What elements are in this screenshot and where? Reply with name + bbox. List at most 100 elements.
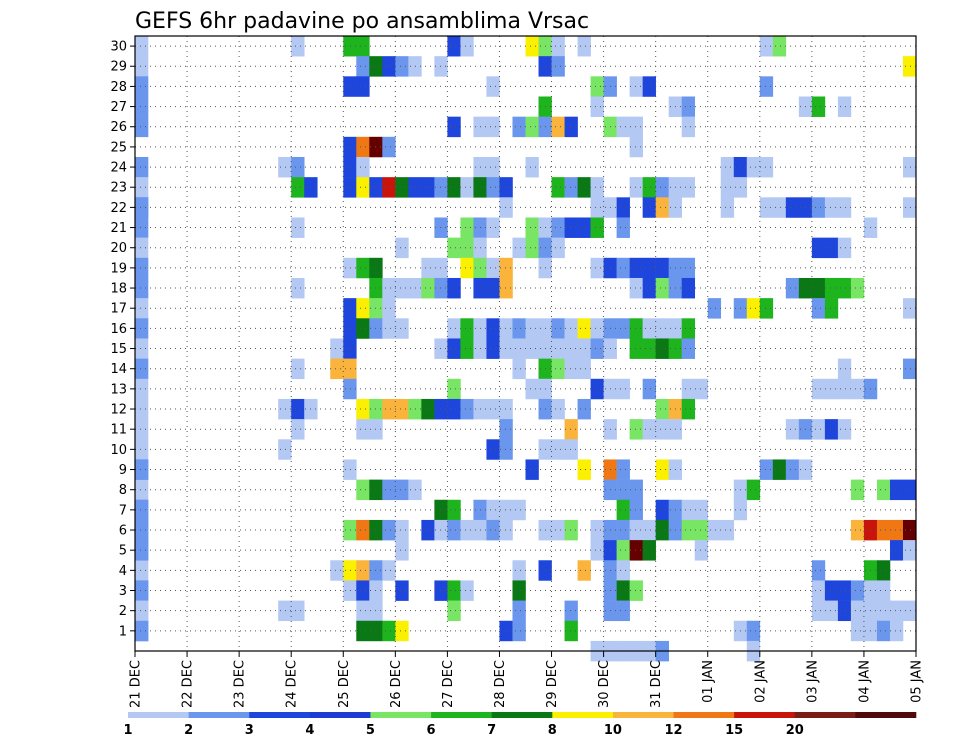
heatmap-cell [434,519,448,541]
heatmap-cell [395,519,409,541]
heatmap-cell [850,378,865,400]
heatmap-cell [889,479,904,501]
heatmap-cell [395,237,409,259]
heatmap-cell [434,499,448,521]
y-tick-label: 27 [110,100,127,115]
heatmap-cell [512,338,526,359]
y-tick-label: 21 [110,221,127,236]
heatmap-cell [902,56,917,77]
heatmap-cell [681,177,696,198]
heatmap-cell [876,560,891,581]
heatmap-cell [811,96,826,117]
heatmap-cell [512,580,526,601]
legend-label: 15 [725,723,743,738]
heatmap-cell [876,600,891,622]
heatmap-cell [356,136,370,158]
heatmap-cell [135,36,149,57]
x-tick-label: 01 JAN [701,660,716,703]
heatmap-cell [590,378,604,400]
heatmap-cell [694,499,709,521]
heatmap-cell [551,398,565,420]
heatmap-cell [135,318,149,339]
heatmap-cell [525,156,539,178]
heatmap-cell [759,76,774,97]
heatmap-cell [876,479,891,501]
heatmap-cell [343,318,357,339]
heatmap-cell [824,419,839,440]
heatmap-cell [655,519,669,541]
heatmap-cell [395,540,409,561]
heatmap-cell [642,419,656,440]
heatmap-cell [460,519,474,541]
heatmap-cell [382,398,396,420]
heatmap-cell [759,156,774,178]
heatmap-cell [590,217,604,238]
heatmap-cell [616,499,630,521]
heatmap-cell [382,318,396,339]
heatmap-cell [135,338,149,359]
heatmap-cell [681,378,696,400]
heatmap-cell [902,479,917,501]
heatmap-cell [512,237,526,259]
y-tick-label: 2 [119,604,127,619]
heatmap-cell [655,197,669,218]
heatmap-cell [330,560,344,581]
heatmap-cell [499,499,513,521]
legend-label: 6 [427,723,436,738]
heatmap-cell [629,580,643,601]
heatmap-cell [447,237,461,259]
heatmap-cell [135,177,149,198]
heatmap-cell [460,217,474,238]
heatmap-cell [629,540,643,561]
legend-label: 2 [184,723,193,738]
heatmap-cell [356,519,370,541]
heatmap-cell [421,177,435,198]
x-tick-label: 03 JAN [805,660,820,703]
heatmap-cell [772,197,787,218]
heatmap-cell [616,257,630,279]
heatmap-cell [486,499,500,521]
heatmap-cell [447,519,461,541]
heatmap-cell [850,600,865,622]
heatmap-cell [356,580,370,601]
heatmap-cell [356,560,370,581]
legend-label: 5 [366,723,375,738]
heatmap-cell [551,217,565,238]
heatmap-cell [629,136,643,158]
y-tick-label: 24 [110,161,127,176]
y-tick-label: 4 [119,564,127,579]
heatmap-cell [135,378,149,400]
heatmap-cell [889,519,904,541]
heatmap-cell [577,217,591,238]
heatmap-cell [824,197,839,218]
heatmap-cell [824,600,839,622]
heatmap-cell [343,156,357,178]
legend-label: 8 [548,723,557,738]
heatmap-cell [291,177,305,198]
heatmap-cell [343,298,357,319]
heatmap-cell [486,439,500,460]
heatmap-cell [694,378,709,400]
x-tick-label: 27 DEC [441,660,456,708]
heatmap-cell [499,177,513,198]
heatmap-cell [486,398,500,420]
y-tick-label: 9 [119,463,127,478]
y-tick-label: 16 [110,322,127,337]
heatmap-cell [356,156,370,178]
heatmap-cell [681,519,696,541]
heatmap-cell [785,277,800,299]
heatmap-cell [135,277,149,299]
heatmap-cell [837,277,852,299]
heatmap-cell [720,177,735,198]
heatmap-cell [616,580,630,601]
heatmap-cell [824,277,839,299]
heatmap-cell [824,378,839,400]
heatmap-cell [434,277,448,299]
heatmap-cell [382,177,396,198]
heatmap-cell [356,76,370,97]
heatmap-cell [291,217,305,238]
heatmap-cell [551,237,565,259]
heatmap-cell [577,358,591,380]
heatmap-cell [889,540,904,561]
heatmap-cell [707,298,722,319]
